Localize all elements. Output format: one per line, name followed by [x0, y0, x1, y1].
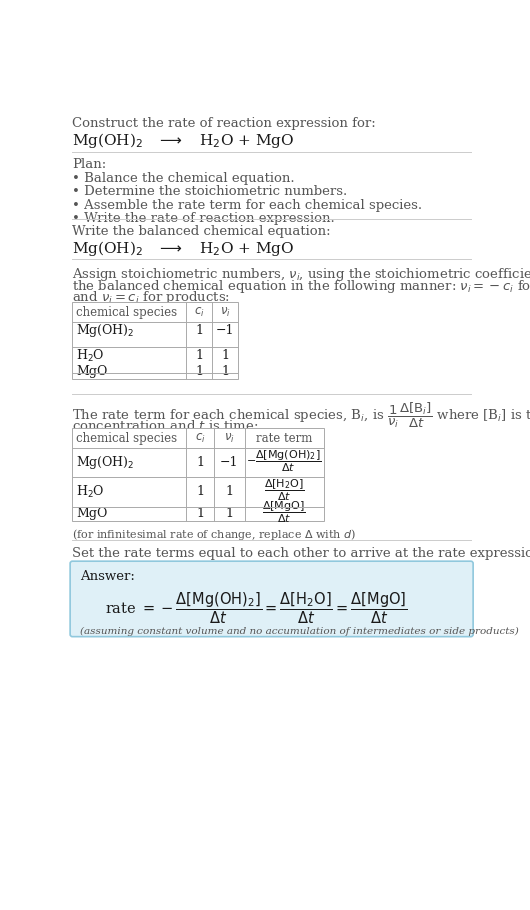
Text: chemical species: chemical species	[76, 432, 178, 445]
Text: the balanced chemical equation in the following manner: $\nu_i = -c_i$ for react: the balanced chemical equation in the fo…	[73, 278, 530, 295]
Bar	[73, 302, 238, 379]
Text: • Write the rate of reaction expression.: • Write the rate of reaction expression.	[73, 212, 335, 225]
Text: −1: −1	[220, 456, 238, 470]
Text: $-\dfrac{\Delta[\mathrm{Mg(OH)_2}]}{\Delta t}$: $-\dfrac{\Delta[\mathrm{Mg(OH)_2}]}{\Del…	[246, 449, 322, 474]
Text: $\nu_i$: $\nu_i$	[224, 432, 234, 445]
Text: 1: 1	[221, 365, 229, 379]
Text: MgO: MgO	[76, 508, 108, 521]
Text: The rate term for each chemical species, B$_i$, is $\dfrac{1}{\nu_i}\dfrac{\Delt: The rate term for each chemical species,…	[73, 401, 530, 430]
Text: concentration and $t$ is time:: concentration and $t$ is time:	[73, 419, 259, 433]
Text: $\nu_i$: $\nu_i$	[220, 306, 231, 318]
Text: • Balance the chemical equation.: • Balance the chemical equation.	[73, 172, 295, 186]
Text: Plan:: Plan:	[73, 158, 107, 171]
Text: Write the balanced chemical equation:: Write the balanced chemical equation:	[73, 226, 331, 238]
Text: 1: 1	[195, 365, 203, 379]
Text: $c_i$: $c_i$	[195, 432, 205, 445]
Text: Mg(OH)$_2$: Mg(OH)$_2$	[76, 454, 135, 471]
Text: 1: 1	[195, 349, 203, 362]
Text: 1: 1	[195, 324, 203, 337]
Text: H$_2$O: H$_2$O	[76, 484, 105, 500]
Text: rate term: rate term	[256, 432, 312, 445]
Bar	[73, 428, 323, 521]
Text: Answer:: Answer:	[80, 570, 135, 582]
Text: $c_i$: $c_i$	[194, 306, 205, 318]
Text: $\dfrac{\Delta[\mathrm{MgO}]}{\Delta t}$: $\dfrac{\Delta[\mathrm{MgO}]}{\Delta t}$	[262, 500, 306, 525]
Text: (assuming constant volume and no accumulation of intermediates or side products): (assuming constant volume and no accumul…	[80, 627, 519, 636]
Text: • Determine the stoichiometric numbers.: • Determine the stoichiometric numbers.	[73, 186, 348, 198]
Text: Mg(OH)$_2$: Mg(OH)$_2$	[76, 322, 135, 339]
Text: and $\nu_i = c_i$ for products:: and $\nu_i = c_i$ for products:	[73, 289, 231, 307]
Text: rate $= -\dfrac{\Delta[\mathrm{Mg(OH)_2}]}{\Delta t} = \dfrac{\Delta[\mathrm{H_2: rate $= -\dfrac{\Delta[\mathrm{Mg(OH)_2}…	[105, 591, 408, 626]
Text: Assign stoichiometric numbers, $\nu_i$, using the stoichiometric coefficients, $: Assign stoichiometric numbers, $\nu_i$, …	[73, 267, 530, 283]
Text: • Assemble the rate term for each chemical species.: • Assemble the rate term for each chemic…	[73, 198, 422, 211]
Text: 1: 1	[196, 485, 204, 499]
Text: Set the rate terms equal to each other to arrive at the rate expression:: Set the rate terms equal to each other t…	[73, 547, 530, 561]
Text: 1: 1	[196, 456, 204, 470]
Text: Construct the rate of reaction expression for:: Construct the rate of reaction expressio…	[73, 116, 376, 130]
Text: chemical species: chemical species	[76, 306, 178, 318]
Text: MgO: MgO	[76, 365, 108, 379]
Text: −1: −1	[216, 324, 234, 337]
Text: 1: 1	[196, 508, 204, 521]
Text: 1: 1	[225, 485, 233, 499]
Text: 1: 1	[225, 508, 233, 521]
Text: 1: 1	[221, 349, 229, 362]
Text: Mg(OH)$_2$   $\longrightarrow$   H$_2$O + MgO: Mg(OH)$_2$ $\longrightarrow$ H$_2$O + Mg…	[73, 131, 295, 150]
Text: H$_2$O: H$_2$O	[76, 348, 105, 364]
Text: (for infinitesimal rate of change, replace $\Delta$ with $d$): (for infinitesimal rate of change, repla…	[73, 527, 357, 542]
Text: $\dfrac{\Delta[\mathrm{H_2O}]}{\Delta t}$: $\dfrac{\Delta[\mathrm{H_2O}]}{\Delta t}…	[263, 478, 304, 503]
FancyBboxPatch shape	[70, 561, 473, 637]
Text: Mg(OH)$_2$   $\longrightarrow$   H$_2$O + MgO: Mg(OH)$_2$ $\longrightarrow$ H$_2$O + Mg…	[73, 239, 295, 258]
